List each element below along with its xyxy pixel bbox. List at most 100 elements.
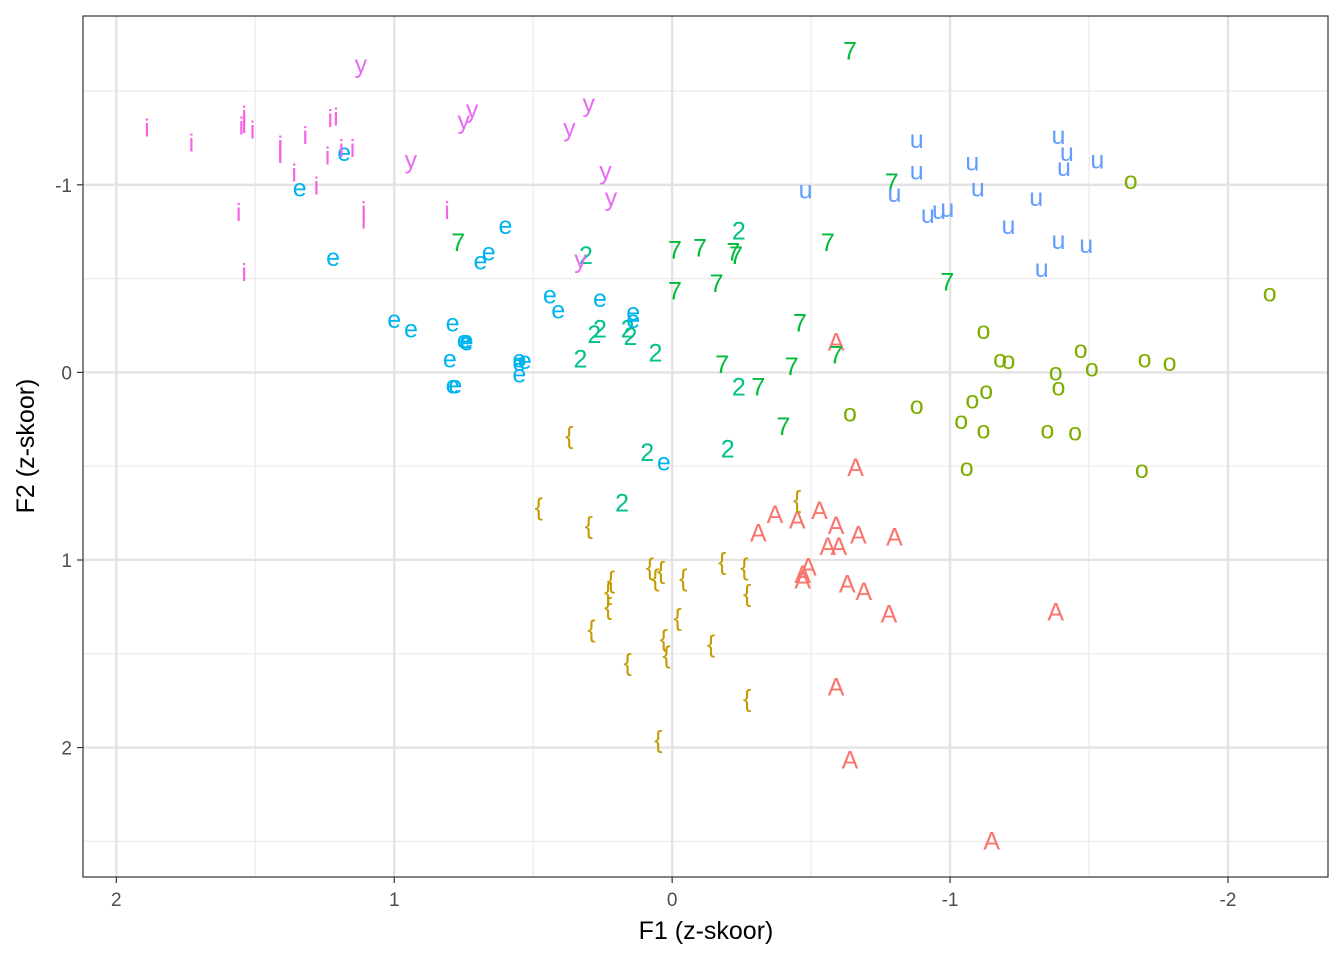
data-point-i: i bbox=[278, 141, 284, 169]
data-point-i: i bbox=[239, 113, 245, 141]
data-point-A: A bbox=[767, 501, 784, 529]
data-point-brace: { bbox=[660, 625, 668, 653]
data-point-i: i bbox=[250, 116, 256, 144]
data-point-7: 7 bbox=[776, 413, 790, 441]
data-point-A: A bbox=[811, 497, 828, 525]
data-point-u: u bbox=[1079, 231, 1093, 259]
data-point-o: o bbox=[1135, 456, 1149, 484]
data-point-brace: { bbox=[651, 565, 659, 593]
data-point-A: A bbox=[789, 507, 806, 535]
data-point-A: A bbox=[856, 578, 873, 606]
x-tick-label: 0 bbox=[667, 890, 678, 911]
data-point-u: u bbox=[932, 197, 946, 225]
data-point-u: u bbox=[1029, 184, 1043, 212]
data-point-A: A bbox=[839, 570, 856, 598]
data-point-i: i bbox=[236, 199, 242, 227]
data-point-u: u bbox=[1060, 139, 1074, 167]
data-point-brace: { bbox=[646, 553, 654, 581]
panel-border bbox=[82, 15, 1329, 878]
data-point-y: y bbox=[605, 184, 618, 212]
data-point-A: A bbox=[828, 674, 845, 702]
data-point-e: e bbox=[551, 297, 565, 325]
data-point-A: A bbox=[828, 512, 845, 540]
data-point-brace: { bbox=[565, 422, 573, 450]
data-point-o: o bbox=[1001, 347, 1015, 375]
data-point-i: i bbox=[325, 143, 331, 171]
data-point-7: 7 bbox=[668, 236, 682, 264]
data-point-brace: { bbox=[657, 557, 665, 585]
data-point-i: i bbox=[241, 111, 247, 139]
data-point-y: y bbox=[583, 90, 596, 118]
data-point-o: o bbox=[910, 392, 924, 420]
axis-ticks: 2 1 0 -1 -2 -1 0 1 2 bbox=[55, 176, 1236, 911]
data-point-A: A bbox=[800, 553, 817, 581]
data-point-e: e bbox=[473, 248, 487, 276]
data-point-y: y bbox=[574, 246, 587, 274]
data-point-i: i bbox=[144, 115, 150, 143]
data-point-2: 2 bbox=[573, 345, 587, 373]
data-point-2: 2 bbox=[587, 321, 601, 349]
data-point-e: e bbox=[460, 328, 474, 356]
data-point-u: u bbox=[921, 201, 935, 229]
data-point-2: 2 bbox=[621, 315, 635, 343]
data-point-7: 7 bbox=[821, 229, 835, 257]
data-point-e: e bbox=[337, 139, 351, 167]
data-point-o: o bbox=[843, 400, 857, 428]
data-point-A: A bbox=[983, 827, 1000, 855]
data-point-i: i bbox=[328, 105, 334, 133]
data-point-e: e bbox=[512, 349, 526, 377]
data-point-u: u bbox=[965, 148, 979, 176]
data-point-A: A bbox=[831, 533, 848, 561]
data-point-u: u bbox=[1035, 255, 1049, 283]
data-point-o: o bbox=[1263, 280, 1277, 308]
data-point-i: i bbox=[303, 122, 309, 150]
data-point-brace: { bbox=[718, 548, 726, 576]
data-point-e: e bbox=[482, 238, 496, 266]
data-point-y: y bbox=[355, 51, 368, 79]
x-tick-label: 2 bbox=[111, 890, 122, 911]
data-point-e: e bbox=[446, 372, 460, 400]
data-point-u: u bbox=[1090, 146, 1104, 174]
data-point-7: 7 bbox=[843, 38, 857, 66]
data-point-o: o bbox=[1085, 355, 1099, 383]
data-point-i: i bbox=[350, 135, 356, 163]
data-point-7: 7 bbox=[715, 351, 729, 379]
data-point-i: i bbox=[278, 137, 284, 165]
data-point-A: A bbox=[828, 328, 845, 356]
data-point-y: y bbox=[599, 158, 612, 186]
data-point-brace: { bbox=[607, 567, 615, 595]
data-point-e: e bbox=[518, 347, 532, 375]
data-point-2: 2 bbox=[649, 340, 663, 368]
data-point-u: u bbox=[1001, 212, 1015, 240]
data-point-A: A bbox=[1047, 599, 1064, 627]
data-point-e: e bbox=[387, 306, 401, 334]
data-point-i: i bbox=[241, 101, 247, 129]
data-point-2: 2 bbox=[624, 323, 638, 351]
data-point-2: 2 bbox=[579, 242, 593, 270]
data-point-o: o bbox=[1040, 417, 1054, 445]
data-point-brace: { bbox=[535, 493, 543, 521]
x-tick-label: -1 bbox=[942, 890, 959, 911]
data-point-7: 7 bbox=[710, 270, 724, 298]
data-point-e: e bbox=[443, 345, 457, 373]
data-point-A: A bbox=[847, 454, 864, 482]
data-point-u: u bbox=[1057, 154, 1071, 182]
data-point-u: u bbox=[910, 158, 924, 186]
data-point-u: u bbox=[910, 126, 924, 154]
data-point-2: 2 bbox=[615, 490, 629, 518]
data-point-e: e bbox=[657, 448, 671, 476]
data-point-i: i bbox=[444, 197, 450, 225]
data-point-brace: { bbox=[743, 685, 751, 713]
data-point-i: i bbox=[361, 197, 367, 225]
data-point-o: o bbox=[1124, 167, 1138, 195]
data-point-y: y bbox=[405, 146, 418, 174]
data-point-o: o bbox=[976, 417, 990, 445]
data-point-u: u bbox=[1051, 227, 1065, 255]
x-tick-label: -2 bbox=[1220, 890, 1237, 911]
data-point-7: 7 bbox=[751, 373, 765, 401]
y-tick-label: 1 bbox=[61, 551, 72, 572]
data-point-brace: { bbox=[587, 615, 595, 643]
data-point-brace: { bbox=[679, 565, 687, 593]
data-point-e: e bbox=[293, 175, 307, 203]
